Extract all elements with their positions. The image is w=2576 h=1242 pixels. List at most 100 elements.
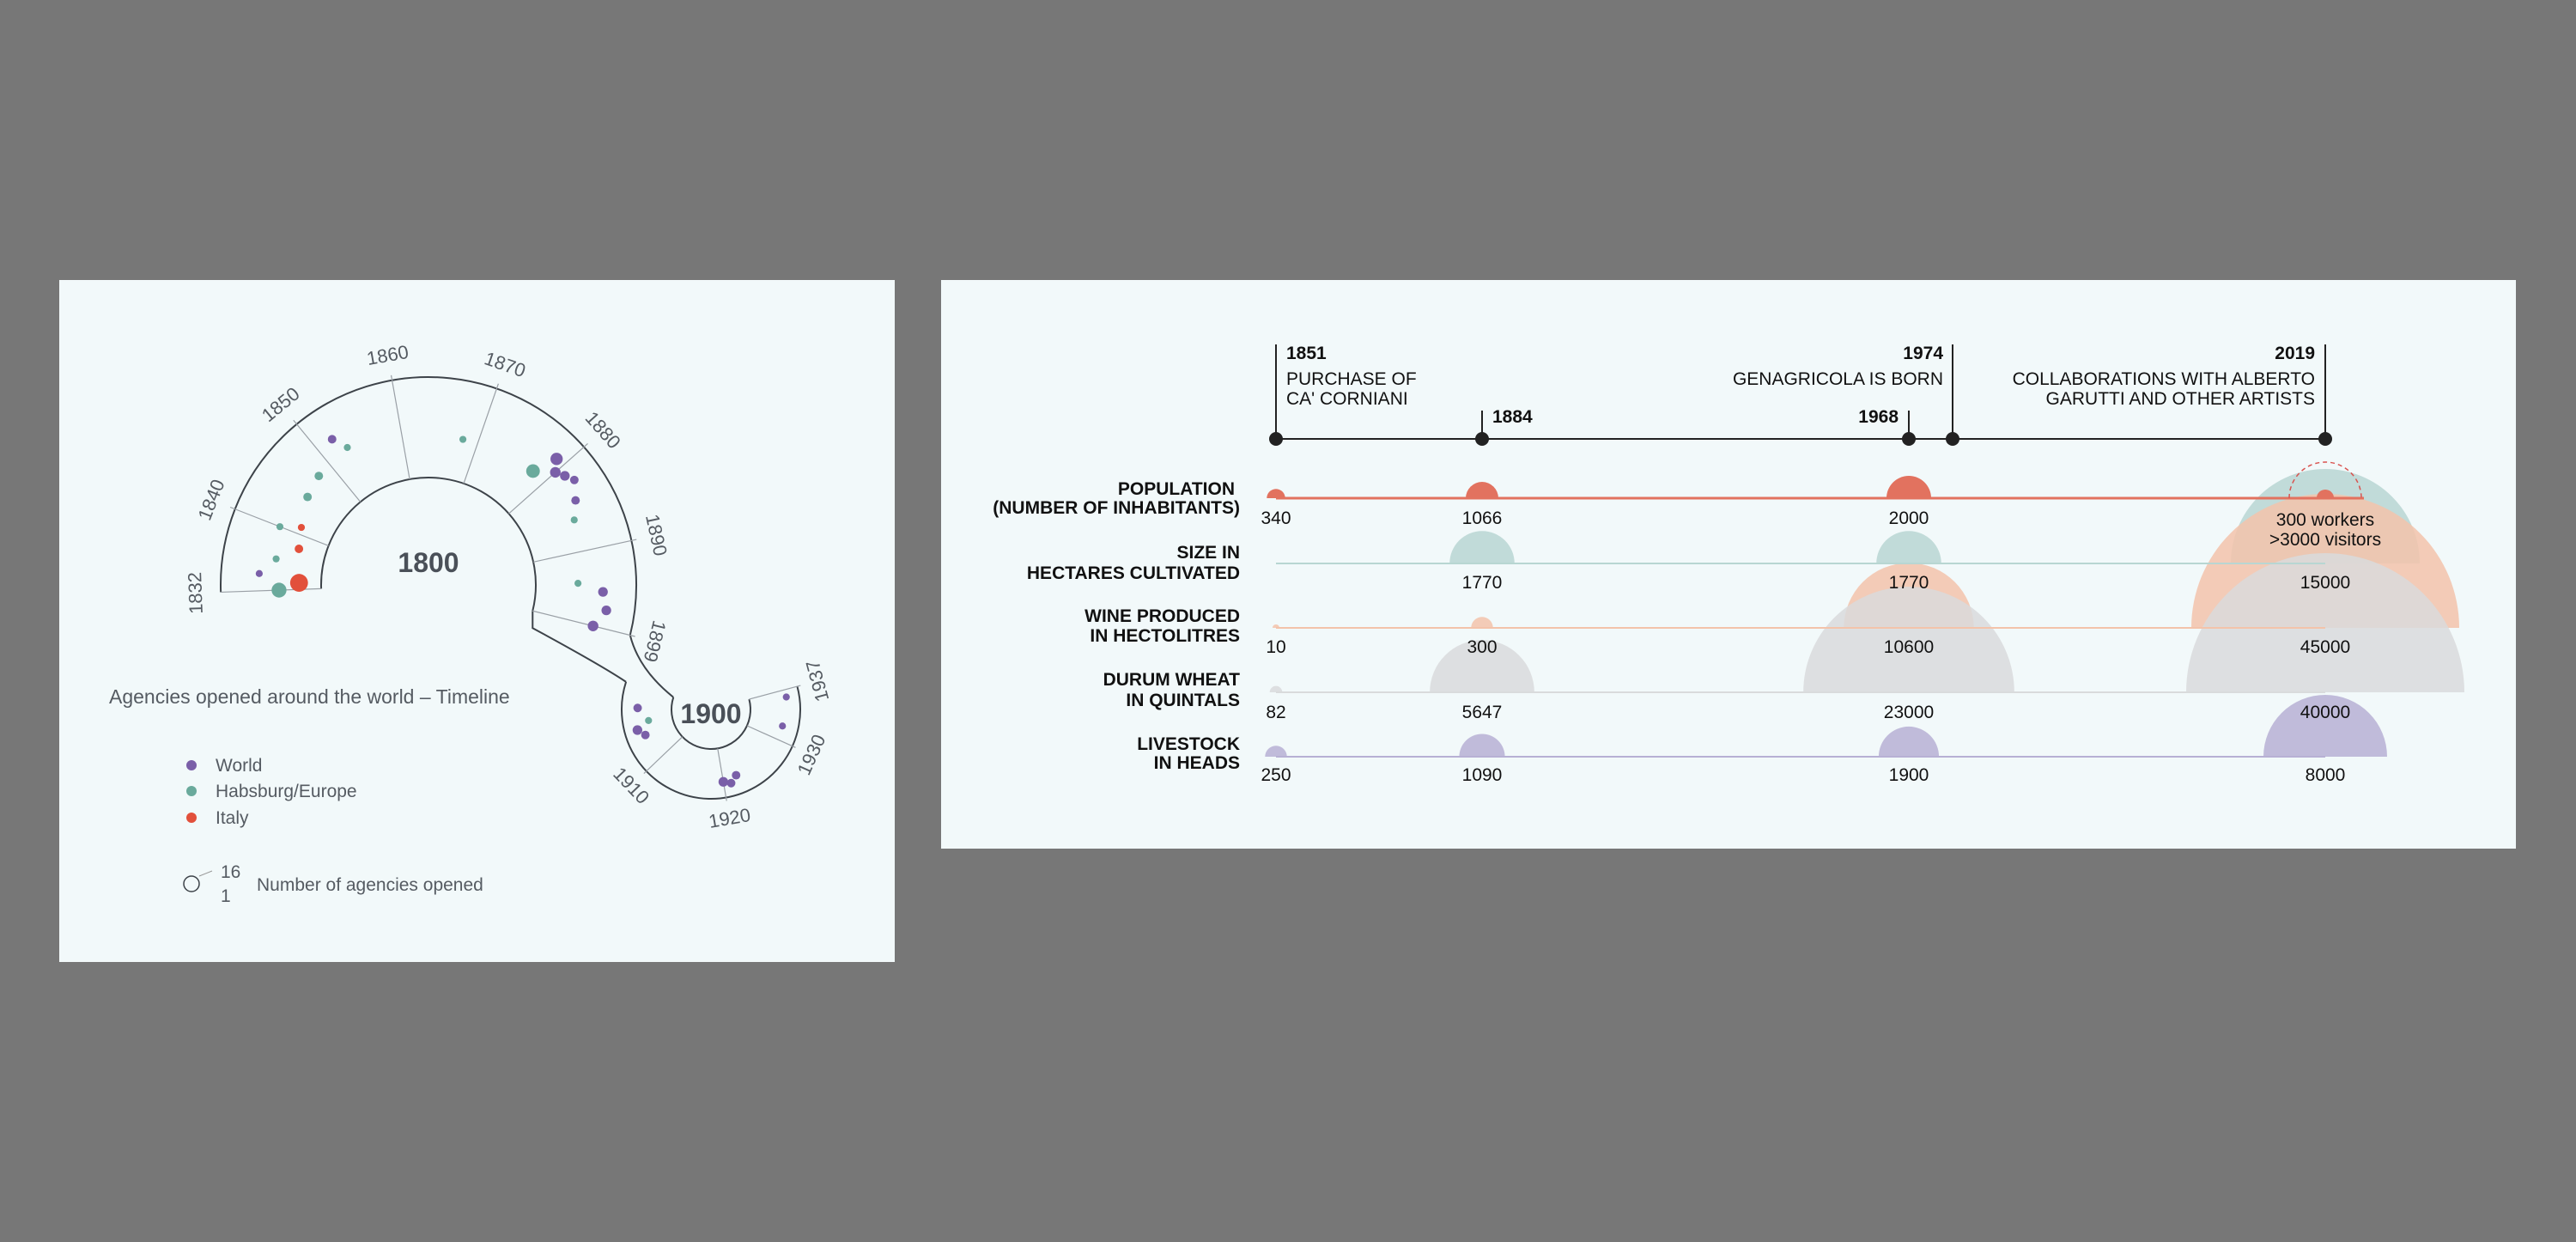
semicircle-wine-1884 (1471, 617, 1493, 628)
agency-dot-world-1881 (560, 471, 570, 481)
semicircle-population-1884 (1466, 482, 1498, 498)
year-label-1860: 1860 (365, 341, 410, 369)
year-label-1930: 1930 (793, 731, 830, 778)
size-legend-min: 1 (221, 886, 231, 906)
semicircle-wheat-1884 (1430, 640, 1534, 692)
semicircle-livestock-1968 (1878, 726, 1940, 757)
semicircle-size-1884 (1449, 531, 1515, 563)
value-label-livestock-2: 1900 (1889, 765, 1929, 785)
agency-dot-world-1936 (782, 693, 790, 701)
event-dot-2019 (2318, 432, 2332, 446)
value-label-population-2: 2000 (1889, 508, 1929, 528)
semicircle-wheat-1851 (1269, 685, 1283, 692)
row-label-wheat-1: DURUM WHEAT (1103, 670, 1241, 690)
inner-ring-arc (320, 477, 537, 612)
timeline-title: Agencies opened around the world – Timel… (109, 685, 510, 708)
value-label-wine-1: 300 (1467, 637, 1497, 657)
value-label-size-1: 1770 (1462, 573, 1503, 593)
row-label-wheat-2: IN QUINTALS (1126, 691, 1240, 710)
semicircle-population-2019 (2316, 489, 2335, 498)
year-label-1890: 1890 (641, 512, 671, 557)
year-label-1937: 1937 (802, 658, 834, 704)
semicircle-wheat-1968 (1803, 587, 2014, 692)
value-label-wheat-1: 5647 (1462, 703, 1503, 722)
agency-dot-world-1897 (601, 606, 611, 616)
value-label-size-3: 15000 (2300, 573, 2350, 593)
year-tick-1937 (749, 685, 801, 700)
semicircle-wheat-2019 (2186, 553, 2464, 692)
estate-history-panel: 1851 PURCHASE OF CA' CORNIANI 1884 1968 … (941, 280, 2516, 849)
event-text-2019-a: COLLABORATIONS WITH ALBERTO (2013, 369, 2315, 389)
value-label-livestock-0: 250 (1261, 765, 1291, 785)
estate-history-chart: 1851 PURCHASE OF CA' CORNIANI 1884 1968 … (993, 344, 2464, 785)
value-semicircles (1265, 469, 2464, 757)
event-text-1974: GENAGRICOLA IS BORN (1733, 369, 1943, 389)
event-year-1968: 1968 (1858, 407, 1899, 427)
note-workers: 300 workers (2276, 510, 2374, 530)
agency-dot-habsburg-europe-1848 (314, 472, 324, 481)
agency-dot-world-1895 (598, 587, 608, 597)
size-legend-circle (183, 875, 200, 892)
event-text-2019-b: GARUTTI AND OTHER ARTISTS (2046, 389, 2315, 409)
agency-dot-world-1834 (255, 569, 264, 577)
value-label-wheat-3: 40000 (2300, 703, 2350, 722)
agency-dot-habsburg-europe-1886 (570, 516, 578, 524)
timeline-spiral (220, 376, 801, 800)
year-tick-1930 (746, 725, 796, 748)
event-text-1851-a: PURCHASE OF (1286, 369, 1417, 389)
event-year-1884: 1884 (1492, 407, 1533, 427)
year-tick-1899 (532, 610, 635, 637)
small-outer-arc (621, 681, 801, 800)
event-year-1974: 1974 (1903, 344, 1943, 363)
value-label-population-1: 1066 (1462, 508, 1503, 528)
row-label-wine-1: WINE PRODUCED (1084, 606, 1240, 626)
year-label-1850: 1850 (258, 383, 304, 426)
value-labels: 340 1066 2000 1770 1770 15000 10 300 10600 45000 8… (1261, 508, 2350, 785)
row-label-livestock-1: LIVESTOCK (1137, 734, 1240, 754)
agency-dot-italy-1833 (289, 574, 308, 592)
value-label-wine-0: 10 (1266, 637, 1285, 657)
agency-dot-world-1852 (327, 435, 337, 444)
value-label-wine-3: 45000 (2300, 637, 2350, 657)
event-year-2019: 2019 (2275, 344, 2315, 363)
event-dot-1968 (1902, 432, 1916, 446)
agency-dot-world-1884 (571, 496, 580, 505)
semicircle-livestock-2019 (2263, 695, 2387, 757)
row-label-size-2: HECTARES CULTIVATED (1027, 563, 1240, 583)
agency-dot-world-1879 (550, 453, 563, 466)
semicircle-size-1968 (1876, 531, 1941, 563)
agency-dot-world-1902 (633, 703, 642, 713)
year-label-1870: 1870 (482, 348, 528, 382)
legend-habsburg-dot (186, 786, 197, 796)
size-legend-max: 16 (221, 862, 240, 882)
spiral-connector-a (629, 635, 674, 698)
agency-dot-world-1882 (569, 475, 579, 484)
size-legend-label: Number of agencies opened (257, 875, 483, 895)
spiral-connector-b (532, 611, 627, 683)
outer-ring-arc (220, 376, 637, 636)
legend-world-label: World (216, 756, 262, 776)
agency-dot-world-1932 (779, 722, 787, 730)
year-tick-1880 (508, 442, 588, 514)
agency-dot-world-1906 (641, 730, 650, 740)
semicircle-livestock-1884 (1459, 734, 1505, 757)
value-label-livestock-1: 1090 (1462, 765, 1503, 785)
row-label-population-1: POPULATION (1118, 479, 1235, 499)
value-label-population-0: 340 (1261, 508, 1291, 528)
year-label-1899: 1899 (640, 618, 671, 665)
year-tick-1860 (390, 374, 410, 480)
row-label-population-2: (NUMBER OF INHABITANTS) (993, 498, 1240, 518)
agency-dot-habsburg-europe-1832 (271, 582, 287, 598)
semicircle-livestock-1851 (1265, 746, 1287, 757)
agency-dot-world-1905 (632, 725, 643, 735)
agency-dot-world-1899 (587, 620, 598, 631)
note-visitors: >3000 visitors (2269, 530, 2381, 550)
agency-dot-world-1920 (718, 776, 729, 787)
legend-italy-label: Italy (216, 808, 249, 828)
year-label-1920: 1920 (707, 804, 751, 832)
agency-dot-habsburg-europe-1853 (343, 443, 351, 452)
event-dot-1851 (1269, 432, 1283, 446)
agency-dot-habsburg-europe-1868 (459, 435, 467, 443)
legend-italy-dot (186, 813, 197, 823)
agency-dot-habsburg-europe-1836 (272, 555, 280, 563)
